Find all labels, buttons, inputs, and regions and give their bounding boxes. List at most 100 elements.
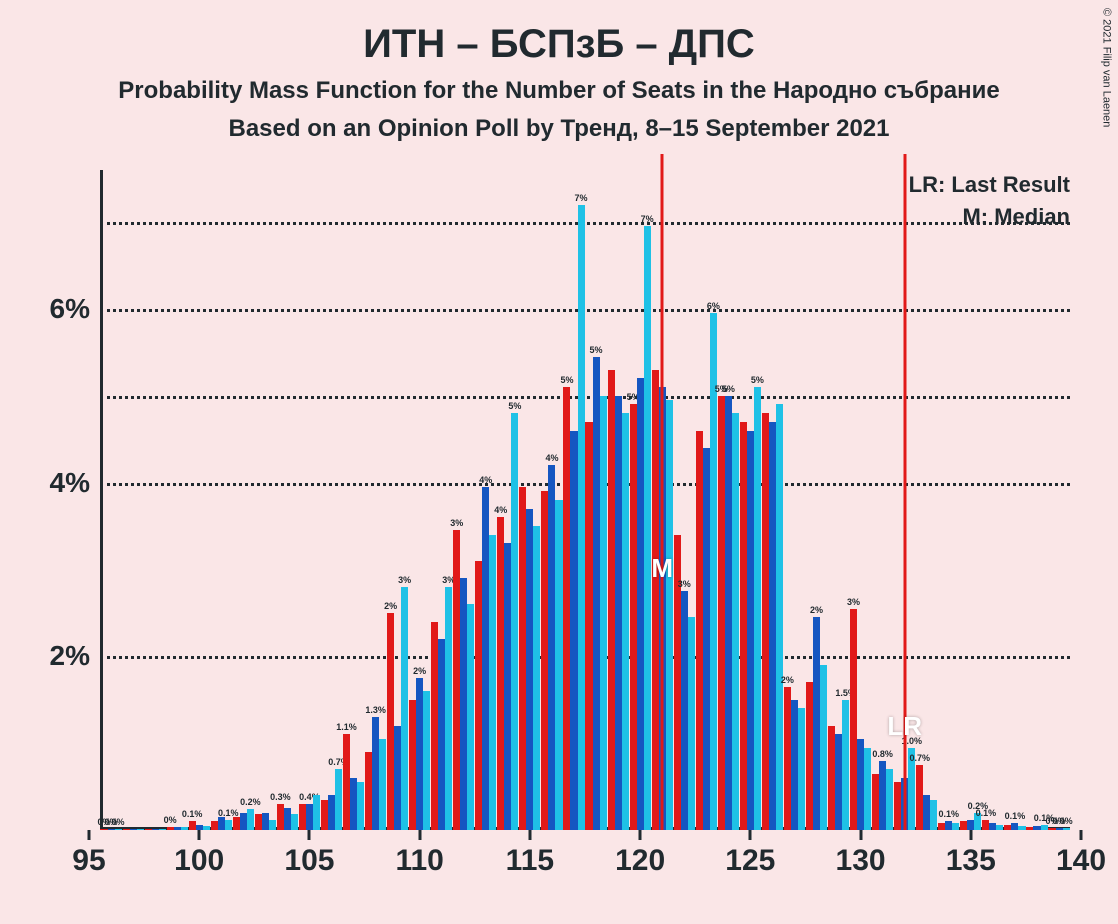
bar-value-label: 4% bbox=[494, 505, 507, 517]
bar: 0.7% bbox=[335, 769, 342, 830]
bar bbox=[519, 487, 526, 830]
bar-group: 3% bbox=[850, 170, 872, 830]
bar-group: 5% bbox=[585, 170, 607, 830]
bar-value-label: 0.1% bbox=[1005, 811, 1026, 823]
bar bbox=[365, 752, 372, 830]
bar bbox=[240, 813, 247, 830]
bar bbox=[747, 431, 754, 830]
bar bbox=[467, 604, 474, 830]
bar-value-label: 5% bbox=[590, 345, 603, 357]
bar-value-label: 5% bbox=[560, 375, 573, 387]
bar bbox=[438, 639, 445, 830]
chart-subtitle-2: Based on an Opinion Poll by Тренд, 8–15 … bbox=[0, 115, 1118, 143]
bar: 0.8% bbox=[879, 761, 886, 830]
bar: 2% bbox=[387, 613, 394, 830]
bar: 7% bbox=[578, 205, 585, 830]
bar bbox=[637, 378, 644, 830]
bar: 5% bbox=[511, 413, 518, 830]
bar: 4% bbox=[482, 487, 489, 830]
bar-group: 0.1% bbox=[1004, 170, 1026, 830]
bar-group: 1.1% bbox=[343, 170, 365, 830]
bar: 0.1% bbox=[225, 820, 232, 830]
bar-group: 0%0%0% bbox=[1048, 170, 1070, 830]
bar bbox=[835, 734, 842, 830]
bar: 3% bbox=[453, 530, 460, 830]
bar bbox=[211, 821, 218, 830]
bar: 0.1% bbox=[189, 821, 196, 830]
bar bbox=[137, 829, 144, 830]
bar bbox=[533, 526, 540, 830]
bar bbox=[555, 500, 562, 830]
bar bbox=[255, 814, 262, 830]
bar bbox=[894, 782, 901, 830]
bar bbox=[262, 813, 269, 830]
bar bbox=[526, 509, 533, 830]
bar: 0.3% bbox=[277, 804, 284, 830]
bar-group: 3% bbox=[431, 170, 453, 830]
bar-value-label: 2% bbox=[413, 666, 426, 678]
bar bbox=[233, 817, 240, 830]
bar-value-label: 0.1% bbox=[939, 809, 960, 821]
bar: 0% bbox=[108, 829, 115, 830]
bar-group: 2% bbox=[409, 170, 431, 830]
bar bbox=[652, 370, 659, 830]
bar bbox=[857, 739, 864, 830]
bar-value-label: 0.8% bbox=[872, 749, 893, 761]
x-tick-label: 95 bbox=[72, 830, 105, 878]
bar bbox=[585, 422, 592, 830]
bar bbox=[740, 422, 747, 830]
bar bbox=[394, 726, 401, 830]
bar: 3% bbox=[445, 587, 452, 830]
x-tick-label: 130 bbox=[836, 830, 886, 878]
bar: 1.1% bbox=[343, 734, 350, 830]
y-tick-label: 6% bbox=[50, 293, 100, 325]
bar-value-label: 0.3% bbox=[270, 792, 291, 804]
bar bbox=[350, 778, 357, 830]
bar bbox=[321, 800, 328, 830]
bar bbox=[284, 808, 291, 830]
bar bbox=[313, 795, 320, 830]
bar bbox=[600, 396, 607, 830]
bar-group: 0.1% bbox=[938, 170, 960, 830]
bar bbox=[299, 804, 306, 830]
bar bbox=[615, 396, 622, 830]
bar: 1.5% bbox=[842, 700, 849, 830]
bar-value-label: 5% bbox=[722, 384, 735, 396]
chart-area: 2%4%6% 0%0%0%0%0.1%0.1%0.2%0.3%0.4%0.7%1… bbox=[100, 170, 1070, 830]
x-tick-label: 115 bbox=[506, 830, 554, 878]
bar: 5% bbox=[630, 404, 637, 830]
bar bbox=[622, 413, 629, 830]
bar-group: 0.1% bbox=[210, 170, 232, 830]
x-tick-label: 110 bbox=[395, 830, 443, 878]
bar-group bbox=[519, 170, 541, 830]
bar bbox=[776, 404, 783, 830]
median-marker-line bbox=[661, 154, 664, 830]
bar-value-label: 2% bbox=[781, 675, 794, 687]
bar bbox=[608, 370, 615, 830]
bar bbox=[159, 829, 166, 830]
bar-group bbox=[144, 170, 166, 830]
bar-value-label: 1.1% bbox=[336, 722, 357, 734]
bar bbox=[930, 800, 937, 830]
bar bbox=[357, 782, 364, 830]
bar-group: 5%7% bbox=[629, 170, 651, 830]
bar-value-label: 0.1% bbox=[976, 808, 997, 820]
bar: 3% bbox=[681, 591, 688, 830]
bar-value-label: 1.3% bbox=[365, 705, 386, 717]
bar bbox=[1004, 825, 1011, 830]
bar-group: 4% 5% bbox=[497, 170, 519, 830]
bar-group: 3% bbox=[673, 170, 695, 830]
bar bbox=[145, 829, 152, 830]
x-tick-label: 100 bbox=[174, 830, 224, 878]
bar bbox=[431, 622, 438, 830]
bar bbox=[666, 400, 673, 830]
bar-value-label: 3% bbox=[678, 579, 691, 591]
bar: 0.4% bbox=[306, 804, 313, 830]
bar bbox=[379, 739, 386, 830]
bar: 5% bbox=[754, 387, 761, 830]
bar bbox=[960, 821, 967, 830]
bar: 0.1% bbox=[982, 820, 989, 830]
bar bbox=[952, 823, 959, 830]
bar-group: 2% bbox=[806, 170, 828, 830]
bar bbox=[130, 829, 137, 830]
